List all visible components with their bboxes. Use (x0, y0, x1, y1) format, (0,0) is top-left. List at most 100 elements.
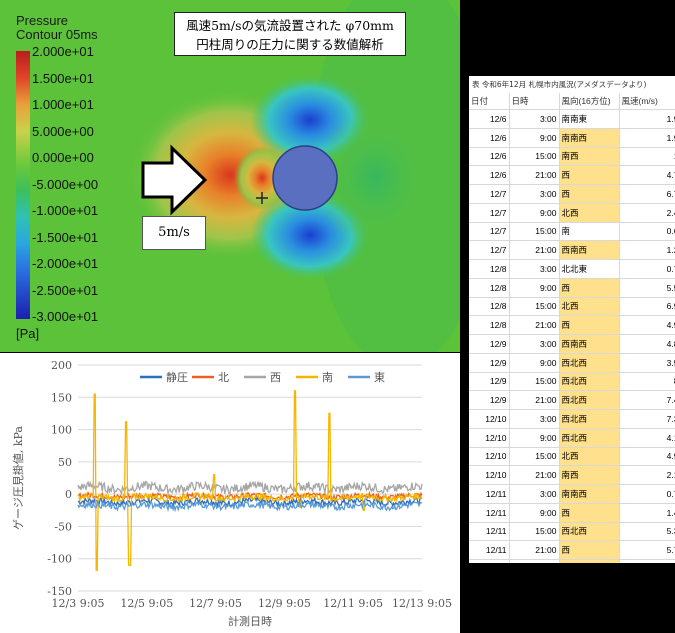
y-tick-label: 200 (51, 359, 72, 372)
cell-direction: 北西 (559, 203, 620, 223)
y-tick-label: 150 (51, 391, 72, 404)
legend-label: 北 (218, 371, 229, 384)
header-direction: 風向(16方位) (559, 93, 620, 110)
legend-label: 東 (374, 371, 385, 384)
legend-tick: -1.000e+01 (32, 203, 99, 218)
header-speed: 風速(m/s) (619, 93, 675, 110)
cell-date: 12/11 (469, 522, 510, 542)
legend-tick: 2.000e+01 (32, 44, 94, 59)
simulation-caption: 風速5m/sの気流設置された φ70mm 円柱周りの圧力に関する数値解析 (174, 12, 406, 56)
cell-speed: 4.1 (619, 428, 675, 448)
cell-direction: 北西 (559, 447, 620, 467)
contour-field (0, 0, 460, 352)
cell-date: 12/11 (469, 503, 510, 523)
cell-time: 21:00 (509, 315, 560, 335)
cell-direction: 西 (559, 540, 620, 560)
cell-direction: 西北西 (559, 390, 620, 410)
cell-time: 15:00 (509, 447, 560, 467)
x-tick-label: 12/3 9:05 (52, 597, 105, 610)
cell-speed: 5.3 (619, 522, 675, 542)
cell-time: 3:00 (509, 184, 560, 204)
cell-date: 12/10 (469, 409, 510, 429)
series-line (77, 499, 423, 513)
cell-direction: 南南西 (559, 484, 620, 504)
cell-time: 21:00 (509, 390, 560, 410)
cell-date: 12/11 (469, 484, 510, 504)
cell-direction: 南南東 (559, 109, 620, 129)
cell-direction: 西南西 (559, 240, 620, 260)
cell-speed: 3 (619, 559, 675, 563)
caption-line-2: 円柱周りの圧力に関する数値解析 (196, 37, 384, 52)
cell-time: 15:00 (509, 522, 560, 542)
cell-direction: 西北西 (559, 428, 620, 448)
y-tick-label: -100 (47, 553, 72, 566)
legend-tick: -5.000e+00 (32, 176, 99, 192)
cell-date: 12/9 (469, 372, 510, 392)
cell-time: 21:00 (509, 165, 560, 185)
y-tick-label: 50 (58, 456, 72, 469)
legend-tick: 1.000e+01 (32, 97, 94, 112)
cell-speed: 1.4 (619, 503, 675, 523)
cell-direction: 西南西 (559, 334, 620, 354)
cell-speed: 4.9 (619, 447, 675, 467)
cell-speed: 0.6 (619, 222, 675, 242)
legend-colorbar (16, 51, 30, 319)
legend-tick: -2.000e+01 (32, 256, 99, 271)
cell-direction: 南 (559, 222, 620, 242)
pressure-time-series-chart: 200 150 100 50 0 -50 -100 -150 12/3 9:05 12/5 9:0… (0, 353, 460, 633)
cell-time: 3:00 (509, 409, 560, 429)
cell-direction: 北西 (559, 297, 620, 317)
caption-line-1: 風速5m/sの気流設置された φ70mm (186, 18, 394, 33)
cell-date: 12/10 (469, 465, 510, 485)
cell-time: 9:00 (509, 128, 560, 148)
cell-speed: 5.5 (619, 278, 675, 298)
cell-speed: 4.8 (619, 334, 675, 354)
cell-date: 12/7 (469, 240, 510, 260)
cell-time: 15:00 (509, 147, 560, 167)
cell-date: 12/9 (469, 334, 510, 354)
table-header-row: 日付 日時 風向(16方位) 風速(m/s) (469, 93, 675, 110)
table-caption: 表 令和6年12月 札幌市内風況(アメダスデータより) (472, 80, 647, 89)
cell-speed: 0.7 (619, 484, 675, 504)
cell-time: 9:00 (509, 503, 560, 523)
legend-tick: 0.000e+00 (32, 150, 94, 165)
cell-speed: 4.7 (619, 165, 675, 185)
cell-date: 12/8 (469, 315, 510, 335)
y-tick-label: -50 (54, 520, 72, 533)
x-tick-label: 12/11 9:05 (323, 597, 383, 610)
cell-time: 9:00 (509, 278, 560, 298)
cell-time: 3:00 (509, 109, 560, 129)
cell-date: 12/7 (469, 203, 510, 223)
cell-date: 12/6 (469, 109, 510, 129)
cell-time: 9:00 (509, 428, 560, 448)
cell-date: 12/8 (469, 259, 510, 279)
cell-speed: 2.1 (619, 465, 675, 485)
table-row: 12/915:00西北西8 (469, 372, 675, 392)
cell-date: 12/10 (469, 447, 510, 467)
legend-tick: -3.000e+01 (32, 309, 99, 324)
cell-direction: 西 (559, 278, 620, 298)
y-axis-title: ゲージ圧見掛値, kPa (11, 426, 25, 530)
cell-time: 15:00 (509, 372, 560, 392)
cell-speed: 6.9 (619, 297, 675, 317)
cell-date: 12/6 (469, 128, 510, 148)
x-tick-label: 12/13 9:05 (392, 597, 452, 610)
header-date: 日付 (469, 93, 510, 110)
legend-tick: -1.500e+01 (32, 229, 99, 245)
cell-speed: 1 (619, 147, 675, 167)
